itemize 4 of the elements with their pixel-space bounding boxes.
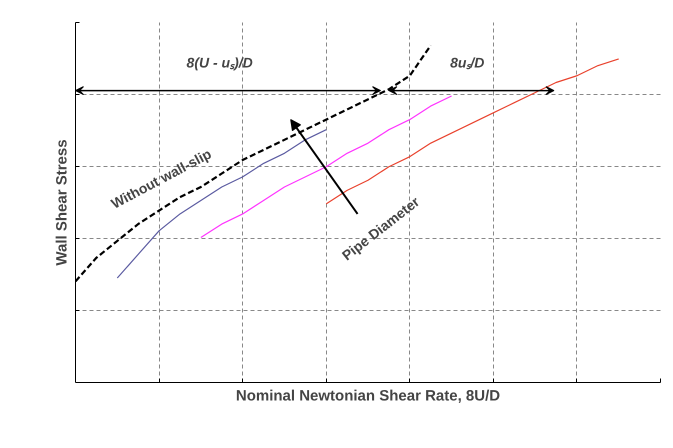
x-axis-title: Nominal Newtonian Shear Rate, 8U/D [236, 388, 500, 404]
annotation: 8(U - uₛ)/D [186, 54, 253, 70]
annotation: 8uₛ/D [450, 54, 484, 70]
y-axis-title: Wall Shear Stress [54, 139, 70, 266]
